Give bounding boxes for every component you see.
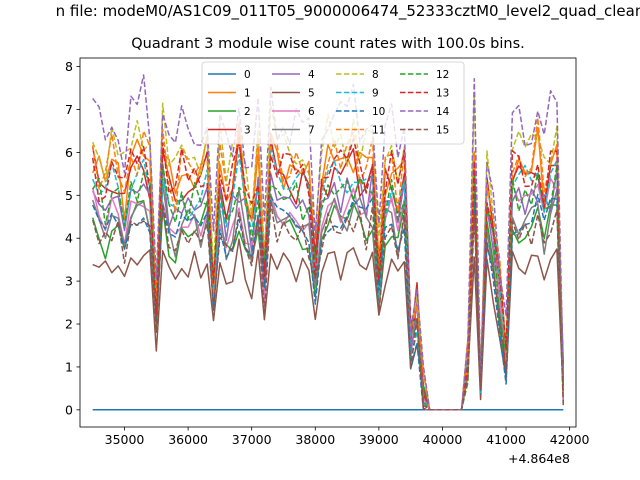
legend-box [201, 61, 465, 145]
legend-label-14: 14 [436, 106, 450, 118]
y-tick-label-5: 5 [65, 188, 73, 203]
x-tick-label-36000: 36000 [168, 432, 208, 447]
legend-label-6: 6 [308, 106, 315, 118]
legend-label-12: 12 [436, 69, 449, 81]
series-line-4 [92, 163, 565, 411]
x-tick-label-42000: 42000 [550, 432, 590, 447]
series-line-13 [91, 138, 565, 411]
y-tick-label-4: 4 [65, 231, 73, 246]
y-tick-label-6: 6 [65, 145, 73, 160]
legend-label-5: 5 [308, 88, 315, 100]
x-tick-label-41000: 41000 [486, 432, 526, 447]
x-tick-label-39000: 39000 [359, 432, 399, 447]
legend-label-13: 13 [436, 88, 449, 100]
x-tick-label-35000: 35000 [105, 432, 145, 447]
y-tick-label-3: 3 [65, 274, 73, 289]
legend-label-4: 4 [308, 69, 315, 81]
x-tick-label-40000: 40000 [423, 432, 463, 447]
x-tick-label-37000: 37000 [232, 432, 272, 447]
x-offset-label: +4.864e8 [508, 451, 570, 466]
y-tick-label-7: 7 [65, 102, 73, 117]
legend-label-9: 9 [372, 88, 379, 100]
axes-frame [79, 57, 577, 428]
series-line-15 [91, 201, 565, 411]
series-line-12 [92, 163, 565, 411]
x-tick-label-38000: 38000 [295, 432, 335, 447]
y-tick-label-2: 2 [65, 317, 73, 332]
legend-label-3: 3 [244, 125, 251, 137]
legend-label-8: 8 [372, 69, 379, 81]
y-tick-label-0: 0 [65, 402, 73, 417]
chart-title: Quadrant 3 module wise count rates with … [131, 36, 525, 52]
y-tick-label-1: 1 [65, 359, 73, 374]
legend-label-7: 7 [308, 125, 315, 137]
y-tick-label-8: 8 [65, 59, 73, 74]
legend-label-2: 2 [244, 106, 251, 118]
legend-label-15: 15 [436, 125, 449, 137]
legend-label-11: 11 [372, 125, 385, 137]
series-line-10 [92, 193, 565, 411]
legend-label-1: 1 [244, 88, 251, 100]
figure-suptitle: n file: modeM0/AS1C09_011T05_9000006474_… [55, 2, 640, 20]
legend-label-10: 10 [372, 106, 385, 118]
legend-label-0: 0 [244, 69, 251, 81]
